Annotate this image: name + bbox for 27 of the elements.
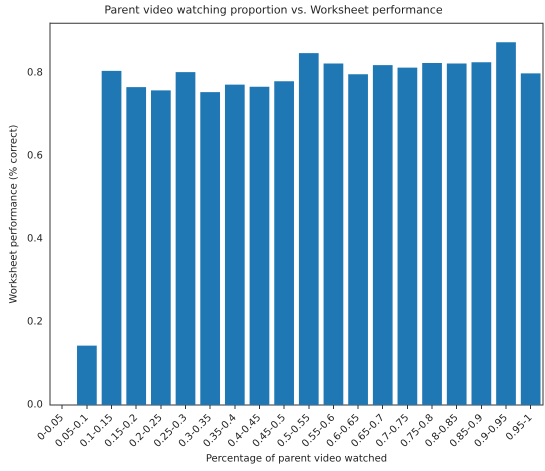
y-tick-label: 0.4 (26, 234, 43, 245)
chart-title: Parent video watching proportion vs. Worksheet performance (104, 3, 443, 16)
bar (496, 42, 516, 405)
bar (200, 92, 220, 405)
bar (348, 74, 368, 405)
y-tick-label: 0.8 (26, 68, 43, 79)
bar (250, 86, 270, 405)
bar (224, 84, 245, 405)
bar (446, 63, 467, 405)
bar (372, 65, 393, 405)
y-tick-label: 0.6 (26, 150, 43, 162)
bar (102, 70, 122, 405)
bar (472, 62, 492, 405)
x-axis-title: Percentage of parent video watched (206, 454, 388, 465)
bar (176, 72, 196, 405)
bar (298, 53, 319, 405)
y-tick-label: 0.2 (26, 316, 43, 328)
bar (126, 87, 146, 405)
bar (398, 68, 418, 405)
bar (520, 73, 541, 405)
bar (422, 63, 442, 405)
y-tick-label: 0.0 (26, 400, 43, 411)
bar (324, 63, 344, 405)
bar (274, 81, 294, 405)
bar (150, 90, 171, 405)
y-axis-title: Worksheet performance (% correct) (8, 124, 20, 304)
bar (77, 346, 97, 405)
